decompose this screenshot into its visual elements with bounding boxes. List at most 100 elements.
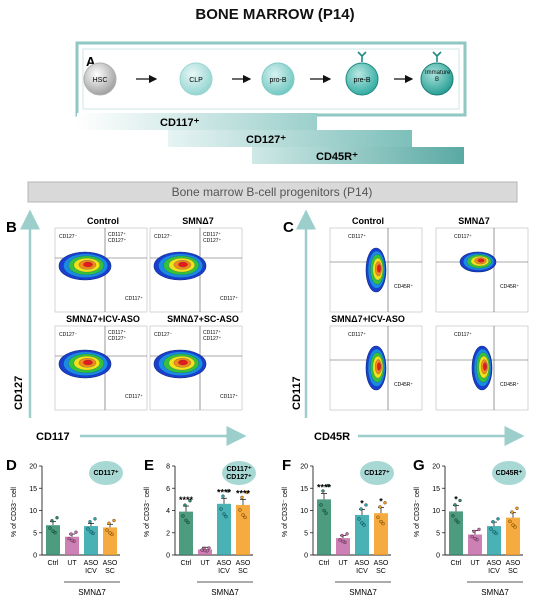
flow-plot-c-3: CD117⁺ CD45R⁺ xyxy=(329,325,423,411)
badge-label: CD127⁺ xyxy=(364,470,390,477)
marker-bar-cd117: CD117⁺ xyxy=(77,113,317,130)
group-label: SMNΔ7 xyxy=(349,588,377,597)
badge-label: CD127⁺ xyxy=(226,474,252,481)
quadrant-label: CD45R⁺ xyxy=(394,284,413,290)
panel-b-title-icv: SMNΔ7+ICV-ASO xyxy=(66,314,140,324)
category-label: SC xyxy=(238,568,248,575)
data-point xyxy=(470,534,474,539)
flow-contour xyxy=(178,261,188,268)
badge-label: CD45R⁺ xyxy=(496,470,523,477)
data-point xyxy=(203,548,207,553)
badge-label: CD117⁺ xyxy=(93,470,118,477)
data-point xyxy=(207,546,211,550)
bar xyxy=(317,499,331,555)
bar xyxy=(449,511,463,555)
panel-c-letter: C xyxy=(283,219,294,236)
category-label: SC xyxy=(508,568,518,575)
data-point xyxy=(112,518,116,523)
data-point xyxy=(378,505,382,509)
quadrant-label: CD117⁺ xyxy=(454,234,472,240)
y-tick-label: 20 xyxy=(29,464,37,471)
panel-a-letter: A xyxy=(86,54,96,69)
category-label: ASO xyxy=(84,560,99,567)
category-label: UT xyxy=(470,560,480,567)
y-tick-label: 10 xyxy=(29,508,37,515)
y-tick-label: 15 xyxy=(29,486,37,493)
panel-letter: F xyxy=(282,457,291,474)
data-point xyxy=(184,518,188,522)
group-label: SMNΔ7 xyxy=(211,588,239,597)
data-point xyxy=(243,515,247,520)
data-point xyxy=(51,529,55,533)
data-point xyxy=(221,494,225,498)
quadrant-label: CD117⁺ xyxy=(108,330,126,336)
quadrant-label: CD127⁻ xyxy=(59,332,78,338)
bar xyxy=(217,503,231,555)
flow-plot-b-3: CD127⁻ CD117⁺CD127⁺CD117⁺ xyxy=(54,325,148,411)
data-point xyxy=(222,512,226,516)
panel-c-title-icv: SMNΔ7+ICV-ASO xyxy=(331,314,405,324)
quadrant-label: CD45R⁺ xyxy=(500,382,519,388)
stage-pre-b: pre-B xyxy=(345,51,379,96)
data-point xyxy=(515,506,519,510)
quadrant-label: CD117⁺ xyxy=(125,394,143,400)
data-point xyxy=(48,526,52,530)
data-point xyxy=(93,517,97,521)
group-label: SMNΔ7 xyxy=(78,588,106,597)
data-point xyxy=(489,527,493,531)
data-point xyxy=(322,508,326,513)
category-label: ASO xyxy=(355,560,370,567)
data-point xyxy=(86,527,90,531)
y-axis-label: % of CD33⁻ cell xyxy=(11,487,18,537)
significance-stars: **** xyxy=(236,488,251,498)
category-label: ICV xyxy=(218,568,230,575)
category-label: ASO xyxy=(217,560,232,567)
panel-a-inner-frame xyxy=(82,48,460,110)
significance-stars: **** xyxy=(317,483,332,493)
badge-label: CD117⁺ xyxy=(226,466,251,473)
data-point xyxy=(240,495,244,500)
stage-hsc: HSC xyxy=(83,62,117,96)
y-tick-label: 2 xyxy=(166,530,170,537)
quadrant-label: CD117⁺ xyxy=(125,296,143,302)
data-point xyxy=(451,514,455,518)
quadrant-label: CD117⁺ xyxy=(203,330,221,336)
data-point xyxy=(186,520,190,525)
stage-pre-b-label: pre-B xyxy=(353,77,370,84)
panel-b-x-axis-label: CD117 xyxy=(36,431,70,443)
y-tick-label: 15 xyxy=(300,486,308,493)
quadrant-label: CD127⁻ xyxy=(59,234,78,240)
flow-plot-b-1: CD127⁻ CD117⁺CD127⁺CD117⁺ xyxy=(54,227,148,313)
marker-badge xyxy=(222,461,256,485)
panel-letter: D xyxy=(6,457,17,474)
flow-plot-b-4: CD127⁻ CD117⁺CD127⁺CD117⁺ xyxy=(149,325,243,411)
category-label: ICV xyxy=(85,568,97,575)
data-point xyxy=(458,498,462,503)
marker-cd127-label: CD127⁺ xyxy=(246,134,286,146)
flow-contour xyxy=(178,359,188,366)
y-tick-label: 5 xyxy=(436,530,440,537)
panel-c-y-axis-label: CD117 xyxy=(291,376,303,410)
category-label: ASO xyxy=(374,560,389,567)
data-point xyxy=(88,520,92,524)
data-point xyxy=(226,489,230,493)
quadrant-label: CD127⁺ xyxy=(203,336,222,342)
y-tick-label: 20 xyxy=(432,464,440,471)
quadrant-label: CD127⁺ xyxy=(108,336,127,342)
data-point xyxy=(326,483,330,488)
category-label: ASO xyxy=(487,560,502,567)
data-point xyxy=(453,503,457,507)
y-axis-label: % of CD33⁻ cell xyxy=(282,487,289,537)
data-point xyxy=(107,521,111,525)
quadrant-label: CD117⁺ xyxy=(220,394,238,400)
data-point xyxy=(321,489,325,493)
y-tick-label: 0 xyxy=(304,553,308,560)
data-point xyxy=(183,503,187,507)
marker-cd117-label: CD117⁺ xyxy=(160,117,200,129)
data-point xyxy=(105,528,109,532)
data-point xyxy=(324,511,328,515)
data-point xyxy=(245,490,249,495)
